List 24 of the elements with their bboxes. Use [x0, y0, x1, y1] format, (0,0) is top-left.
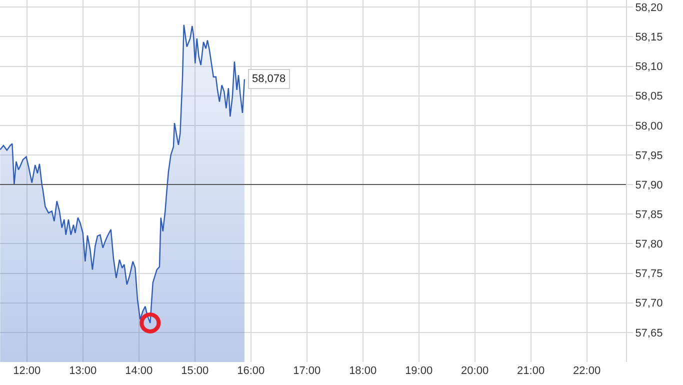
y-tick-label: 58,15: [635, 32, 663, 44]
y-tick-label: 58,05: [635, 90, 663, 103]
y-tick-label: 57,85: [635, 208, 663, 221]
annotation: 58,078: [252, 73, 286, 85]
x-tick-label: 12:00: [13, 365, 41, 377]
y-tick-label: 57,75: [635, 268, 663, 280]
y-tick-label: 57,90: [635, 179, 663, 192]
x-tick-label: 16:00: [237, 365, 265, 377]
x-tick-label: 14:00: [125, 365, 153, 377]
x-tick-label: 15:00: [181, 365, 209, 377]
y-tick-label: 57,65: [635, 327, 663, 340]
x-tick-label: 22:00: [573, 365, 601, 377]
y-tick-label: 57,70: [635, 298, 663, 310]
x-tick-label: 18:00: [349, 365, 377, 377]
y-tick-label: 57,95: [635, 150, 663, 162]
x-tick-label: 17:00: [293, 365, 321, 377]
x-tick-label: 19:00: [405, 365, 433, 377]
y-tick-label: 58,10: [635, 61, 663, 74]
x-tick-label: 21:00: [517, 365, 545, 377]
y-tick-label: 57,80: [635, 238, 663, 251]
y-tick-label: 58,20: [635, 2, 663, 14]
y-tick-label: 58,00: [635, 120, 663, 132]
x-tick-label: 13:00: [69, 365, 97, 377]
x-tick-label: 20:00: [461, 365, 489, 377]
